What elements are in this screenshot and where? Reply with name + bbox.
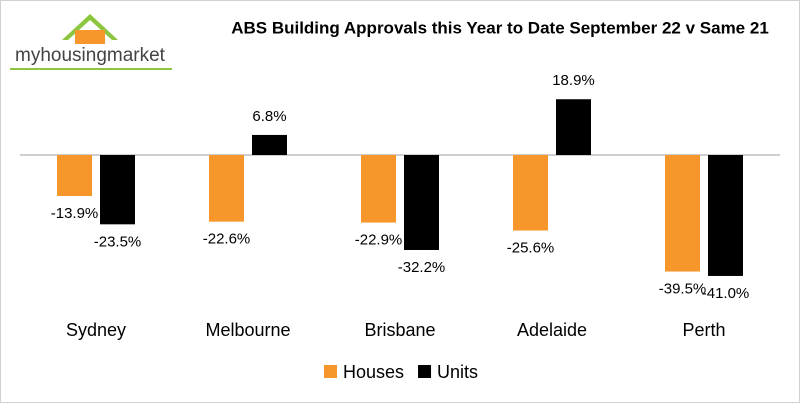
bar: [57, 155, 92, 197]
bar: [252, 134, 287, 155]
x-tick-label: Brisbane: [364, 320, 435, 340]
bar: [404, 155, 439, 250]
bar: [513, 155, 548, 231]
data-label: -13.9%: [51, 205, 99, 222]
bar: [556, 99, 591, 155]
legend-label: Houses: [343, 362, 404, 382]
chart-title: ABS Building Approvals this Year to Date…: [231, 18, 769, 37]
bar: [361, 155, 396, 223]
data-label: -32.2%: [398, 259, 446, 276]
data-label: -39.5%: [659, 280, 707, 297]
data-label: 18.9%: [552, 72, 595, 89]
logo-roof: [62, 14, 118, 40]
x-tick-label: Adelaide: [517, 320, 587, 340]
data-label: -25.6%: [507, 239, 555, 256]
data-label: 6.8%: [252, 108, 286, 125]
legend-label: Units: [437, 362, 478, 382]
data-label: -22.9%: [355, 232, 403, 249]
data-label: -22.6%: [203, 231, 251, 248]
bar: [708, 155, 743, 276]
logo-text: myhousingmarket: [15, 45, 166, 66]
x-tick-label: Melbourne: [205, 320, 290, 340]
x-tick-label: Perth: [682, 320, 725, 340]
x-tick-label: Sydney: [66, 320, 126, 340]
data-label: -41.0%: [702, 285, 750, 302]
logo: myhousingmarket: [10, 14, 172, 70]
bar: [209, 155, 244, 222]
legend-swatch: [418, 365, 432, 378]
bar: [100, 155, 135, 225]
logo-house: [75, 30, 105, 44]
data-label: -23.5%: [94, 233, 142, 250]
bar: [665, 155, 700, 272]
legend-swatch: [324, 365, 337, 378]
